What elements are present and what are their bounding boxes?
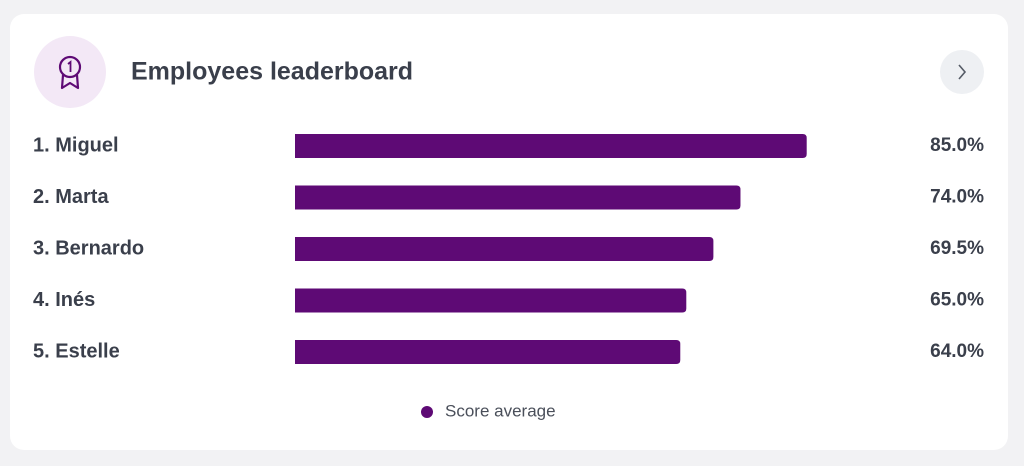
value-label: 64.0% [930, 341, 984, 362]
chart-title: Employees leaderboard [131, 58, 413, 86]
bar [295, 237, 714, 261]
value-label: 69.5% [930, 238, 984, 259]
category-label: 4. Inés [33, 289, 95, 311]
next-button[interactable] [940, 50, 984, 94]
legend-label: Score average [445, 401, 556, 420]
badge-icon [34, 36, 106, 108]
category-label: 5. Estelle [33, 340, 120, 362]
value-label: 65.0% [930, 290, 984, 311]
card [10, 14, 1008, 450]
category-label: 3. Bernardo [33, 237, 144, 259]
bar [295, 340, 681, 364]
legend-marker [421, 406, 433, 418]
value-label: 74.0% [930, 187, 984, 208]
bar [295, 288, 687, 313]
category-label: 1. Miguel [33, 134, 119, 156]
category-label: 2. Marta [33, 186, 109, 208]
bar [295, 134, 807, 158]
value-label: 85.0% [930, 135, 984, 156]
bar [295, 185, 741, 210]
